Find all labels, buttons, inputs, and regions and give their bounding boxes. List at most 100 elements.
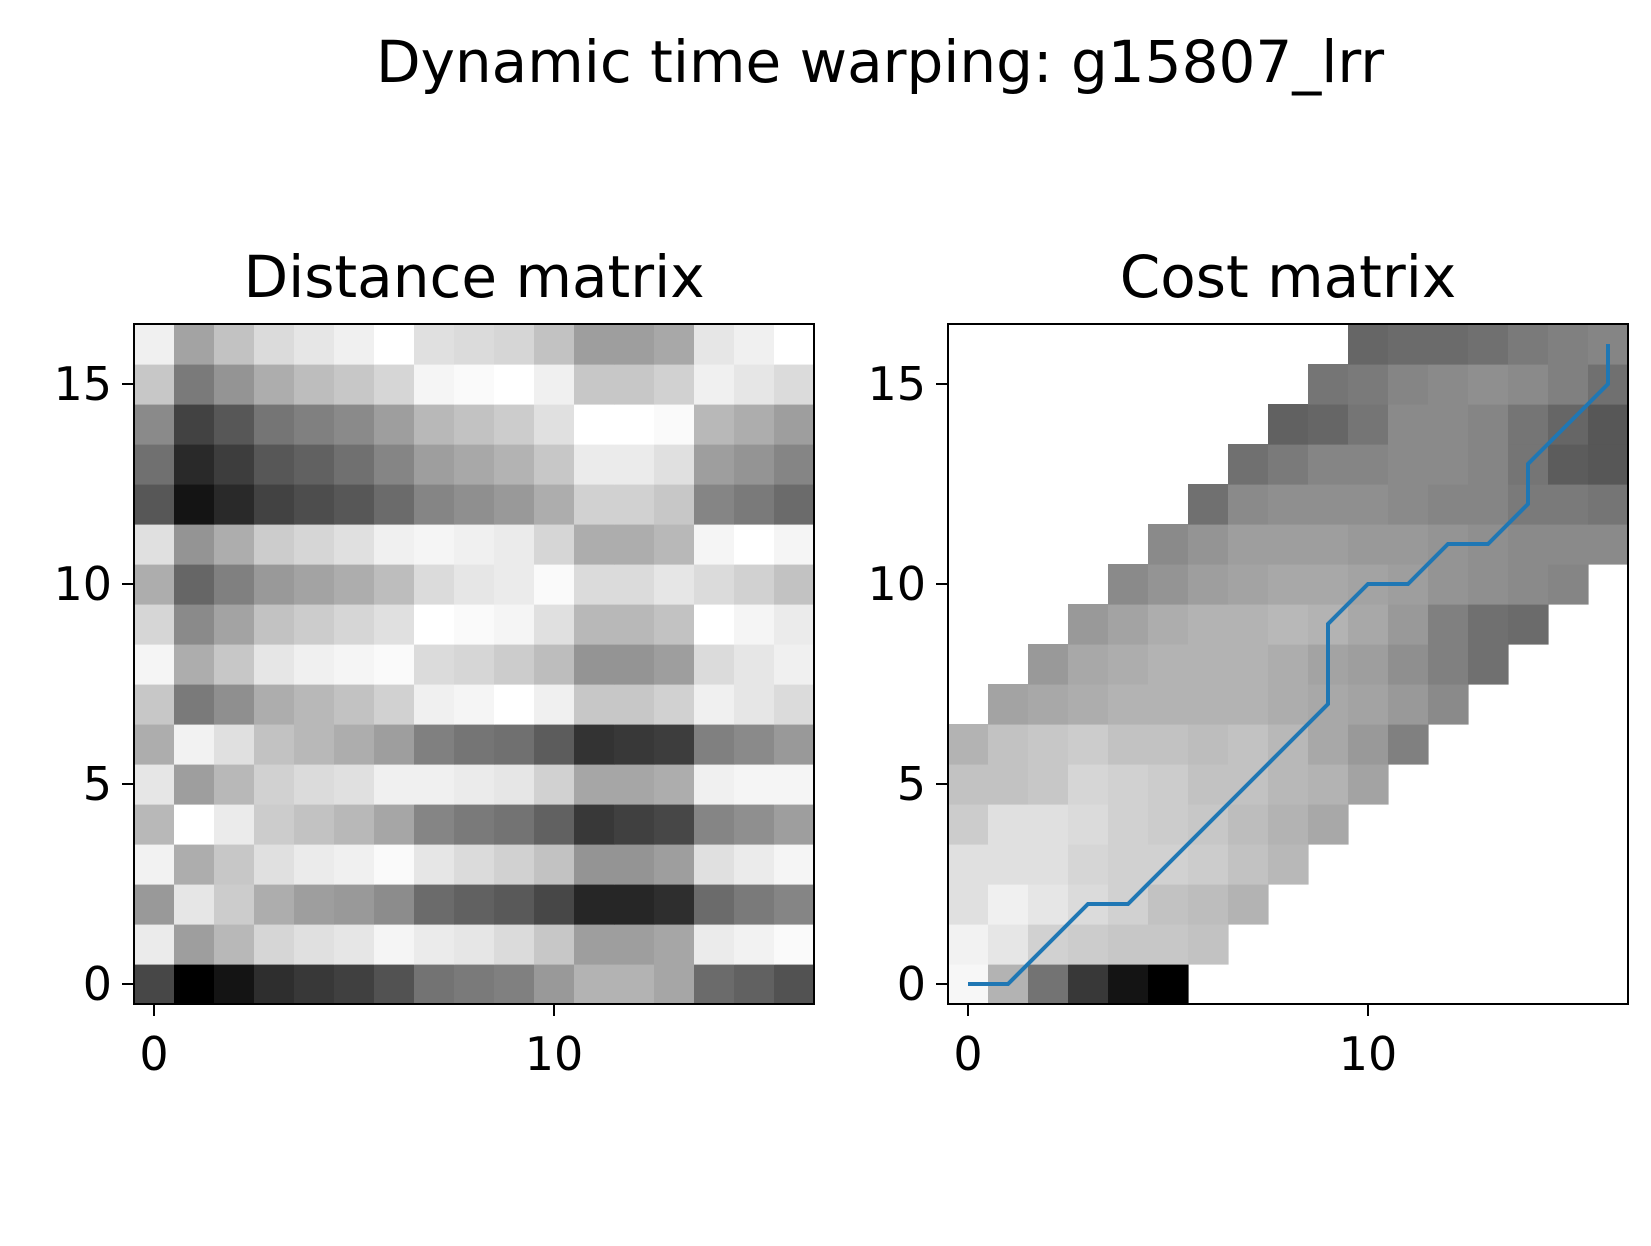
- distance-cell: [574, 924, 615, 965]
- distance-cell: [574, 764, 615, 805]
- cost-matrix-cells: [948, 324, 1629, 1005]
- cost-cell: [1188, 604, 1229, 645]
- distance-cell: [534, 844, 575, 885]
- distance-cell: [734, 364, 775, 405]
- cost-cell: [1588, 444, 1629, 485]
- cost-cell: [1148, 724, 1189, 765]
- distance-cell: [294, 764, 335, 805]
- cost-cell: [1508, 524, 1549, 565]
- cost-cell: [1308, 724, 1349, 765]
- distance-cell: [654, 604, 695, 645]
- distance-cell: [134, 804, 175, 845]
- cost-cell: [1148, 524, 1189, 565]
- distance-cell: [174, 884, 215, 925]
- cost-cell: [1388, 644, 1429, 685]
- distance-cell: [414, 564, 455, 605]
- distance-cell: [454, 484, 495, 525]
- distance-y-tick-label: 0: [83, 957, 112, 1011]
- cost-cell: [1308, 444, 1349, 485]
- distance-cell: [174, 804, 215, 845]
- distance-cell: [174, 964, 215, 1005]
- distance-cell: [134, 844, 175, 885]
- distance-cell: [414, 604, 455, 645]
- distance-cell: [654, 804, 695, 845]
- distance-cell: [454, 964, 495, 1005]
- distance-cell: [614, 644, 655, 685]
- distance-cell: [734, 484, 775, 525]
- distance-cell: [694, 684, 735, 725]
- distance-cell: [694, 564, 735, 605]
- distance-cell: [254, 804, 295, 845]
- distance-cell: [654, 764, 695, 805]
- distance-cell: [174, 484, 215, 525]
- distance-cell: [414, 644, 455, 685]
- distance-cell: [254, 764, 295, 805]
- distance-cell: [334, 724, 375, 765]
- cost-cell: [1388, 684, 1429, 725]
- cost-cell: [1228, 724, 1269, 765]
- distance-cell: [334, 964, 375, 1005]
- distance-cell: [294, 844, 335, 885]
- cost-cell: [1188, 844, 1229, 885]
- distance-cell: [574, 684, 615, 725]
- distance-cell: [214, 604, 255, 645]
- cost-cell: [1228, 684, 1269, 725]
- distance-cell: [414, 804, 455, 845]
- distance-cell: [494, 324, 535, 365]
- distance-cell: [494, 804, 535, 845]
- distance-cell: [454, 764, 495, 805]
- distance-cell: [254, 644, 295, 685]
- cost-cell: [1348, 684, 1389, 725]
- distance-cell: [654, 524, 695, 565]
- distance-cell: [454, 524, 495, 565]
- distance-cell: [534, 684, 575, 725]
- cost-cell: [1508, 604, 1549, 645]
- cost-cell: [1428, 604, 1469, 645]
- cost-cell: [1468, 364, 1509, 405]
- distance-cell: [294, 644, 335, 685]
- distance-cell: [414, 444, 455, 485]
- distance-cell: [494, 364, 535, 405]
- cost-cell: [1068, 964, 1109, 1005]
- cost-cell: [1028, 964, 1069, 1005]
- distance-cell: [374, 724, 415, 765]
- distance-cell: [134, 364, 175, 405]
- distance-cell: [774, 484, 815, 525]
- cost-cell: [1548, 324, 1589, 365]
- distance-cell: [374, 484, 415, 525]
- distance-cell: [414, 884, 455, 925]
- distance-y-tick-label: 10: [53, 557, 112, 611]
- cost-cell: [1348, 524, 1389, 565]
- distance-cell: [774, 924, 815, 965]
- distance-cell: [254, 484, 295, 525]
- cost-cell: [948, 844, 989, 885]
- distance-y-tick-label: 5: [83, 757, 112, 811]
- distance-cell: [614, 564, 655, 605]
- distance-cell: [654, 844, 695, 885]
- distance-cell: [374, 644, 415, 685]
- cost-cell: [1348, 604, 1389, 645]
- distance-cell: [614, 604, 655, 645]
- cost-cell: [1108, 964, 1149, 1005]
- cost-cell: [1348, 364, 1389, 405]
- cost-cell: [1228, 804, 1269, 845]
- distance-cell: [574, 844, 615, 885]
- distance-cell: [534, 564, 575, 605]
- distance-cell: [334, 604, 375, 645]
- distance-cell: [134, 924, 175, 965]
- distance-matrix-ticks: 0 10 0 5 10 15: [53, 357, 583, 1081]
- distance-cell: [254, 524, 295, 565]
- distance-cell: [294, 444, 335, 485]
- distance-cell: [334, 444, 375, 485]
- cost-cell: [1468, 324, 1509, 365]
- distance-cell: [294, 924, 335, 965]
- distance-cell: [734, 444, 775, 485]
- distance-cell: [214, 844, 255, 885]
- distance-cell: [414, 764, 455, 805]
- distance-cell: [734, 764, 775, 805]
- distance-cell: [414, 684, 455, 725]
- distance-cell: [774, 964, 815, 1005]
- distance-cell: [214, 444, 255, 485]
- distance-cell: [254, 364, 295, 405]
- distance-cell: [334, 924, 375, 965]
